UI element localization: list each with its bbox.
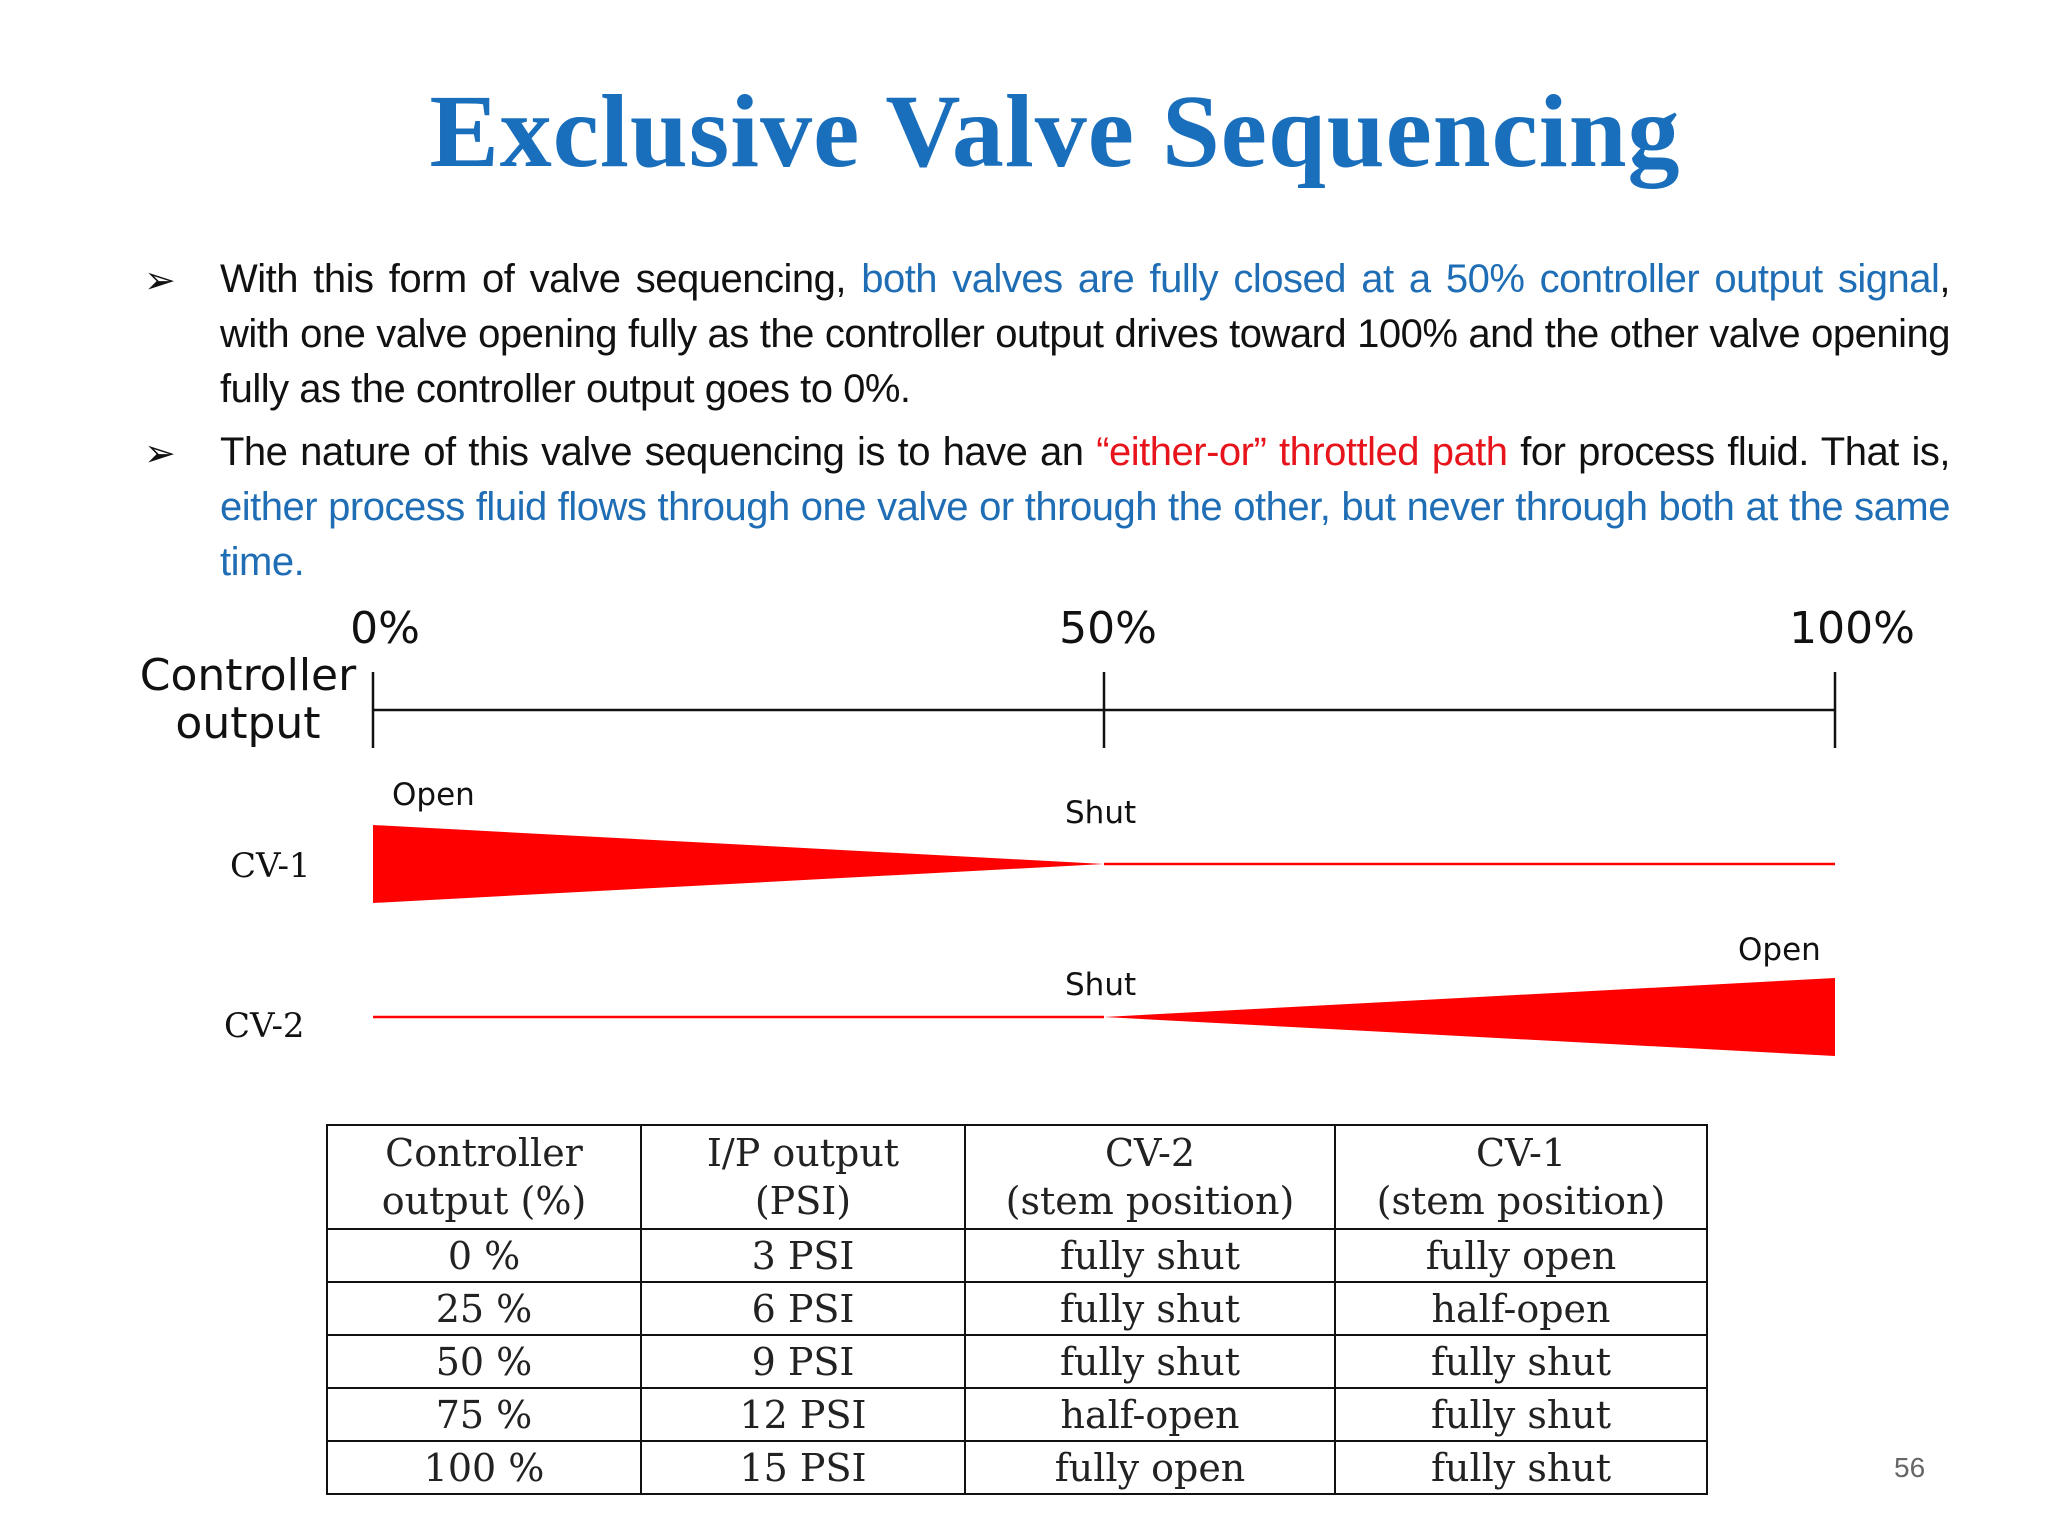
cv2-open-label: Open bbox=[1738, 932, 1821, 968]
header-cv2: CV-2 (stem position) bbox=[964, 1124, 1336, 1230]
slide-title: Exclusive Valve Sequencing bbox=[429, 74, 1681, 189]
bullet-text-part: for process fluid. That is, bbox=[1507, 430, 1950, 474]
axis-label-line2: output bbox=[175, 698, 320, 749]
axis-label-line1: Controller bbox=[140, 650, 357, 701]
arrow-bullet-icon: ➢ bbox=[144, 258, 176, 302]
bullet-text: The nature of this valve sequencing is t… bbox=[220, 425, 1951, 590]
cell-cv2: half-open bbox=[964, 1387, 1336, 1442]
cell-ip-output: 6 PSI bbox=[640, 1281, 966, 1336]
bullet-item: ➢ The nature of this valve sequencing is… bbox=[140, 425, 1951, 590]
header-controller-output: Controller output (%) bbox=[326, 1124, 642, 1230]
cv2-label: CV-2 bbox=[224, 1006, 305, 1046]
cell-cv1: half-open bbox=[1334, 1281, 1708, 1336]
cell-ip-output: 15 PSI bbox=[640, 1440, 966, 1495]
cv2-opening-wedge bbox=[1104, 978, 1835, 1056]
table-row: 0 % 3 PSI fully shut fully open bbox=[326, 1228, 1708, 1283]
bullet-text-part: With this form of valve sequencing, bbox=[220, 257, 862, 301]
cell-controller-output: 100 % bbox=[326, 1440, 642, 1495]
cell-cv1: fully shut bbox=[1334, 1387, 1708, 1442]
bullet-list: ➢ With this form of valve sequencing, bo… bbox=[140, 252, 1951, 598]
table-row: 75 % 12 PSI half-open fully shut bbox=[326, 1387, 1708, 1442]
bullet-red-highlight: “either-or” throttled path bbox=[1096, 430, 1508, 474]
tick-label-100: 100% bbox=[1789, 603, 1915, 654]
cell-cv2: fully open bbox=[964, 1440, 1336, 1495]
cell-controller-output: 75 % bbox=[326, 1387, 642, 1442]
cell-cv1: fully shut bbox=[1334, 1334, 1708, 1389]
bullet-text-part: , with one valve opening fully as the co… bbox=[220, 257, 1951, 411]
bullet-highlight: either process fluid flows through one v… bbox=[220, 485, 1951, 584]
arrow-bullet-icon: ➢ bbox=[144, 431, 176, 475]
header-cv1: CV-1 (stem position) bbox=[1334, 1124, 1708, 1230]
bullet-item: ➢ With this form of valve sequencing, bo… bbox=[140, 252, 1951, 417]
table-row: 100 % 15 PSI fully open fully shut bbox=[326, 1440, 1708, 1495]
cell-ip-output: 3 PSI bbox=[640, 1228, 966, 1283]
cell-cv2: fully shut bbox=[964, 1281, 1336, 1336]
table-header-row: Controller output (%) I/P output (PSI) CV-… bbox=[326, 1124, 1708, 1230]
cell-cv2: fully shut bbox=[964, 1228, 1336, 1283]
cv1-label: CV-1 bbox=[230, 846, 311, 886]
cell-controller-output: 25 % bbox=[326, 1281, 642, 1336]
cell-cv1: fully shut bbox=[1334, 1440, 1708, 1495]
header-ip-output: I/P output (PSI) bbox=[640, 1124, 966, 1230]
cell-ip-output: 9 PSI bbox=[640, 1334, 966, 1389]
cell-controller-output: 50 % bbox=[326, 1334, 642, 1389]
cv1-shut-label: Shut bbox=[1065, 795, 1136, 831]
page-number: 56 bbox=[1894, 1452, 1926, 1483]
valve-sequence-diagram: Controller output 0% 50% 100% CV-1 Open … bbox=[140, 603, 1915, 1056]
cell-ip-output: 12 PSI bbox=[640, 1387, 966, 1442]
cell-cv2: fully shut bbox=[964, 1334, 1336, 1389]
cv2-shut-label: Shut bbox=[1065, 967, 1136, 1003]
tick-label-50: 50% bbox=[1059, 603, 1157, 654]
cell-controller-output: 0 % bbox=[326, 1228, 642, 1283]
tick-label-0: 0% bbox=[350, 603, 420, 654]
bullet-highlight: both valves are fully closed at a 50% co… bbox=[861, 257, 1940, 301]
cell-cv1: fully open bbox=[1334, 1228, 1708, 1283]
bullet-text: With this form of valve sequencing, both… bbox=[220, 252, 1951, 417]
cv1-open-label: Open bbox=[392, 777, 475, 813]
table-row: 50 % 9 PSI fully shut fully shut bbox=[326, 1334, 1708, 1389]
cv1-opening-wedge bbox=[373, 825, 1104, 903]
bullet-text-part: The nature of this valve sequencing is t… bbox=[220, 430, 1097, 474]
valve-sequence-table: Controller output (%) I/P output (PSI) CV-… bbox=[326, 1124, 1708, 1495]
table-row: 25 % 6 PSI fully shut half-open bbox=[326, 1281, 1708, 1336]
